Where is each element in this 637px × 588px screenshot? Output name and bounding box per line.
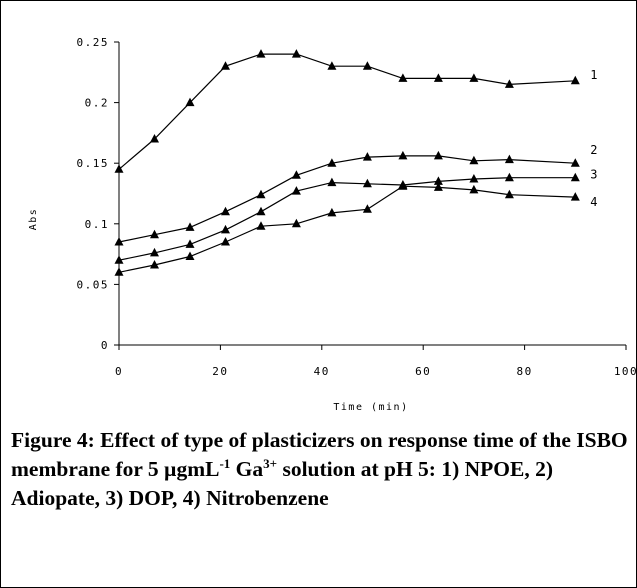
series-1-marker bbox=[398, 73, 408, 82]
series-1-marker bbox=[150, 134, 159, 143]
series-1-marker bbox=[433, 73, 443, 82]
series-2-label: 2 bbox=[590, 143, 597, 157]
figure-caption: Figure 4: Effect of type of plasticizers… bbox=[11, 426, 631, 513]
series-4-marker bbox=[504, 189, 514, 199]
series-2-marker bbox=[185, 222, 195, 231]
series-3-marker bbox=[570, 172, 580, 182]
caption-text-3: solution at pH 5: 1) NPOE, 2) Adiopate, … bbox=[11, 457, 554, 510]
series-3-marker bbox=[469, 174, 479, 183]
y-tick-label: 0.2 bbox=[85, 97, 109, 110]
series-3-marker bbox=[114, 255, 124, 264]
series-2-marker bbox=[327, 158, 337, 167]
x-tick-label: 40 bbox=[314, 365, 330, 378]
series-3-marker bbox=[327, 177, 337, 187]
series-2-marker bbox=[469, 155, 479, 165]
series-1-marker bbox=[469, 73, 479, 82]
caption-sup-1: -1 bbox=[219, 455, 231, 471]
plot-area bbox=[118, 42, 626, 346]
series-3-marker bbox=[504, 172, 514, 182]
series-4-marker bbox=[185, 251, 195, 260]
y-tick-label: 0 bbox=[101, 339, 109, 352]
series-4-label: 4 bbox=[590, 195, 597, 209]
series-1-label: 1 bbox=[590, 68, 597, 82]
series-2-marker bbox=[362, 152, 372, 161]
y-tick-label: 0.05 bbox=[77, 278, 110, 291]
series-4-marker bbox=[570, 192, 580, 201]
series-3-marker bbox=[291, 186, 301, 195]
series-2-marker bbox=[291, 170, 301, 179]
series-1-marker bbox=[570, 75, 580, 85]
y-tick-label: 0.25 bbox=[77, 36, 110, 49]
series-2-marker bbox=[256, 189, 266, 199]
x-tick-label: 100 bbox=[614, 365, 637, 378]
series-3-marker bbox=[150, 247, 159, 257]
caption-text-1: Figure 4: Effect of type of plasticizers… bbox=[11, 428, 628, 481]
series-2-marker bbox=[221, 206, 230, 216]
series-1-line bbox=[118, 53, 576, 170]
caption-sup-2: 3+ bbox=[263, 455, 278, 471]
series-1-marker bbox=[504, 79, 514, 88]
y-tick-label: 0.1 bbox=[85, 218, 109, 231]
series-4-marker bbox=[327, 207, 337, 217]
series-4-marker bbox=[398, 181, 408, 190]
series-4-marker bbox=[256, 221, 266, 230]
series-1-marker bbox=[114, 164, 124, 173]
series-3-label: 3 bbox=[590, 168, 597, 182]
series-1-marker bbox=[362, 61, 372, 70]
series-2-marker bbox=[504, 154, 514, 164]
caption-text-2: Ga bbox=[230, 457, 264, 481]
y-tick-label: 0.15 bbox=[77, 157, 110, 170]
line-chart: 0 0.05 0.1 0.15 0.2 0.25 0 20 40 60 80 100 1 2 3 4 Ab… bbox=[28, 36, 637, 413]
series-2-marker bbox=[570, 158, 580, 167]
series-4-marker bbox=[114, 267, 124, 276]
x-tick-label: 20 bbox=[212, 365, 228, 378]
series-4-marker bbox=[291, 218, 301, 228]
series-1-marker bbox=[221, 61, 230, 70]
x-axis-title: Time (min) bbox=[333, 402, 408, 413]
series-2-marker bbox=[398, 150, 408, 160]
x-axis-ticks: 0 20 40 60 80 100 bbox=[115, 345, 637, 378]
series-3-marker bbox=[256, 206, 266, 216]
series-2-marker bbox=[114, 237, 124, 246]
y-axis-title: Abs bbox=[28, 208, 39, 231]
y-axis-ticks: 0 0.05 0.1 0.15 0.2 0.25 bbox=[77, 36, 119, 352]
series-3-marker bbox=[221, 224, 230, 234]
series-4-marker bbox=[221, 237, 230, 246]
series-4-marker bbox=[469, 184, 479, 194]
x-tick-label: 0 bbox=[115, 365, 123, 378]
series-markers bbox=[114, 49, 580, 276]
series-2-marker bbox=[433, 150, 443, 160]
series-3-marker bbox=[362, 178, 372, 188]
series-4-marker bbox=[433, 182, 443, 191]
series-1-marker bbox=[291, 49, 301, 58]
series-1-marker bbox=[256, 49, 266, 58]
series-4-marker bbox=[150, 260, 159, 269]
series-4-marker bbox=[362, 204, 372, 213]
series-1-marker bbox=[327, 61, 337, 70]
series-3-marker bbox=[185, 239, 195, 248]
x-tick-label: 60 bbox=[415, 365, 431, 378]
series-labels: 1 2 3 4 bbox=[590, 68, 597, 209]
series-1-marker bbox=[185, 97, 195, 107]
series-3-marker bbox=[433, 176, 443, 185]
series-2-marker bbox=[150, 229, 159, 239]
x-tick-label: 80 bbox=[516, 365, 532, 378]
